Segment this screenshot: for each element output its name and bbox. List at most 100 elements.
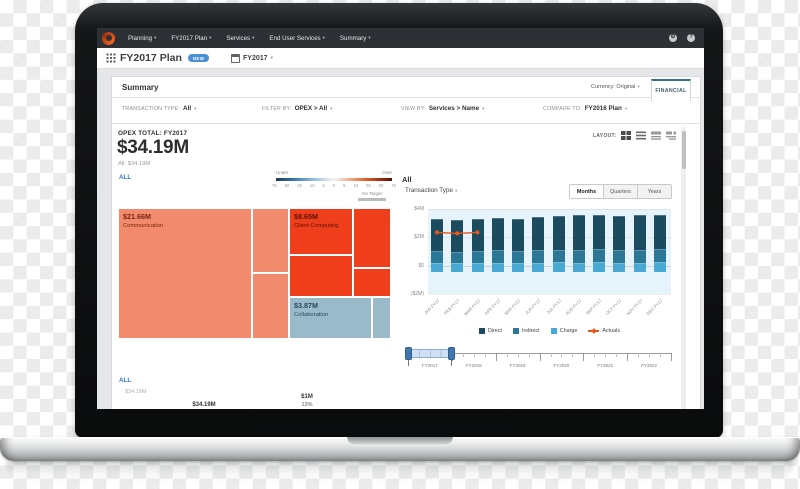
treemap-block[interactable] xyxy=(290,256,352,296)
treemap-block-client-computing[interactable]: $8.65M Client Computing xyxy=(290,209,352,254)
nav-item-fy2017-plan[interactable]: FY2017 Plan ▾ xyxy=(171,35,211,42)
treemap-block-communication[interactable]: $21.66M Communication xyxy=(119,209,251,338)
bar-charge-segment[interactable] xyxy=(532,262,545,273)
bar-indirect-segment[interactable] xyxy=(593,249,605,263)
bar-indirect-segment[interactable] xyxy=(532,250,545,263)
bar-charge-segment[interactable] xyxy=(613,262,626,273)
bar-charge-segment[interactable] xyxy=(593,262,605,272)
footer-variance-value: $1M xyxy=(301,394,313,400)
nav-item-planning[interactable]: Planning ▾ xyxy=(128,35,156,42)
treemap-block[interactable] xyxy=(253,209,288,272)
bar-direct-segment[interactable] xyxy=(471,218,484,251)
bar-indirect-segment[interactable] xyxy=(572,250,585,263)
kpi-label: OPEX TOTAL: FY2017 xyxy=(118,130,188,137)
gear-icon[interactable]: ⚙ xyxy=(669,34,677,42)
bar-direct-segment[interactable] xyxy=(451,220,464,252)
bar-indirect-segment[interactable] xyxy=(613,250,626,263)
bar-charge-segment[interactable] xyxy=(431,262,443,273)
layout-combo-icon[interactable] xyxy=(666,131,677,140)
apptio-logo-icon[interactable] xyxy=(102,31,115,45)
bar-charge-segment[interactable] xyxy=(491,262,504,273)
chevron-down-icon: ▾ xyxy=(194,105,197,111)
gridline xyxy=(428,294,671,295)
kpi-subtotal: All: $34.19M xyxy=(118,161,151,167)
filter-2[interactable]: VIEW BY: Services > Name ▾ xyxy=(401,105,484,112)
bar-charge-segment[interactable] xyxy=(653,262,666,272)
bar-direct-segment[interactable] xyxy=(593,214,605,250)
timeline-handle-end[interactable] xyxy=(447,347,455,366)
y-axis-labels: $4M $2M $0 ($2M) xyxy=(394,206,424,297)
timeline-selected-range[interactable] xyxy=(408,349,452,358)
bar-indirect-segment[interactable] xyxy=(451,251,464,263)
footer-total: $34.19M xyxy=(192,402,216,408)
legend-item-direct: Direct xyxy=(478,328,502,334)
chart-subtitle-dropdown[interactable]: Transaction Type ▾ xyxy=(405,187,457,194)
bar-direct-segment[interactable] xyxy=(633,215,646,250)
filter-value: Services > Name xyxy=(428,105,480,112)
range-button-months[interactable]: Months xyxy=(570,185,603,198)
timeline-handle-start[interactable] xyxy=(405,347,412,366)
bar-direct-segment[interactable] xyxy=(491,217,504,251)
help-icon[interactable]: ? xyxy=(687,34,695,42)
bar-charge-segment[interactable] xyxy=(633,262,646,273)
bar-indirect-segment[interactable] xyxy=(552,249,565,263)
range-button-years[interactable]: Years xyxy=(637,185,671,198)
nav-item-summary[interactable]: Summary ▾ xyxy=(340,35,371,42)
bar-direct-segment[interactable] xyxy=(431,218,443,251)
footer-all-link[interactable]: ALL xyxy=(119,377,132,384)
new-badge: NEW xyxy=(187,54,210,62)
kpi-all-link[interactable]: ALL xyxy=(119,174,132,181)
layout-list-icon[interactable] xyxy=(636,131,647,140)
bar-indirect-segment[interactable] xyxy=(471,250,484,263)
bar-direct-segment[interactable] xyxy=(653,214,666,250)
treemap-value: $21.66M xyxy=(123,212,151,221)
bar-charge-segment[interactable] xyxy=(451,262,464,273)
apps-grid-icon[interactable] xyxy=(106,53,116,63)
bar-charge-segment[interactable] xyxy=(572,262,585,273)
filter-3[interactable]: COMPARE TO: FY2016 Plan ▾ xyxy=(543,105,627,112)
nav-item-services[interactable]: Services ▾ xyxy=(226,35,254,42)
layout-treemap-icon[interactable] xyxy=(621,131,632,140)
bar-charge-segment[interactable] xyxy=(471,262,484,273)
timeline-minor-tick xyxy=(572,353,574,357)
bar-direct-segment[interactable] xyxy=(512,218,524,251)
bar-direct-segment[interactable] xyxy=(613,216,626,251)
bar-direct-segment[interactable] xyxy=(532,216,545,251)
vertical-scrollbar[interactable] xyxy=(681,127,686,409)
scale-tick: 50 xyxy=(284,183,290,188)
timeline-major-tick xyxy=(627,353,629,361)
treemap-label: Communication xyxy=(123,222,164,229)
bar-indirect-segment[interactable] xyxy=(633,249,646,263)
treemap-block-collaboration[interactable]: $3.87M Collaboration xyxy=(290,298,371,338)
treemap-block[interactable] xyxy=(373,298,390,338)
filter-1[interactable]: FILTER BY: OPEX > All ▾ xyxy=(262,105,332,112)
laptop-lid-notch xyxy=(347,437,453,446)
range-button-quarters[interactable]: Quarters xyxy=(603,185,637,198)
layout-split-icon[interactable] xyxy=(651,131,662,140)
period-selector[interactable]: FY2017 ▾ xyxy=(231,53,273,63)
bar-direct-segment[interactable] xyxy=(552,215,565,250)
treemap-block[interactable] xyxy=(354,269,390,296)
timeline-minor-tick xyxy=(528,353,530,357)
bar-indirect-segment[interactable] xyxy=(512,250,524,263)
bar-indirect-segment[interactable] xyxy=(653,249,666,263)
treemap-block[interactable] xyxy=(253,274,288,338)
bar-charge-segment[interactable] xyxy=(552,262,565,272)
tab-financial[interactable]: FINANCIAL xyxy=(651,79,691,101)
bar-direct-segment[interactable] xyxy=(572,215,585,251)
footer-all-value: $34.19M xyxy=(125,389,147,395)
nav-item-end-user-services[interactable]: End User Services ▾ xyxy=(269,35,325,42)
currency-selector[interactable]: Currency: Original ▾ xyxy=(591,84,640,90)
stacked-bar-chart xyxy=(428,209,671,295)
y-tick-label: ($2M) xyxy=(410,291,424,297)
filter-0[interactable]: TRANSACTION TYPE: All ▾ xyxy=(122,105,196,112)
chevron-down-icon: ▾ xyxy=(252,34,255,40)
treemap-block[interactable] xyxy=(354,209,390,267)
bar-charge-segment[interactable] xyxy=(512,262,524,273)
bar-indirect-segment[interactable] xyxy=(491,250,504,263)
bar-indirect-segment[interactable] xyxy=(431,250,443,263)
no-target-swatch xyxy=(358,198,386,201)
fiscal-year-timeline-slider[interactable]: FY2017 FY2018 FY2019 FY2020 FY2021 FY2022 xyxy=(405,347,672,373)
timeline-minor-tick xyxy=(594,353,596,357)
scrollbar-thumb[interactable] xyxy=(681,131,686,169)
